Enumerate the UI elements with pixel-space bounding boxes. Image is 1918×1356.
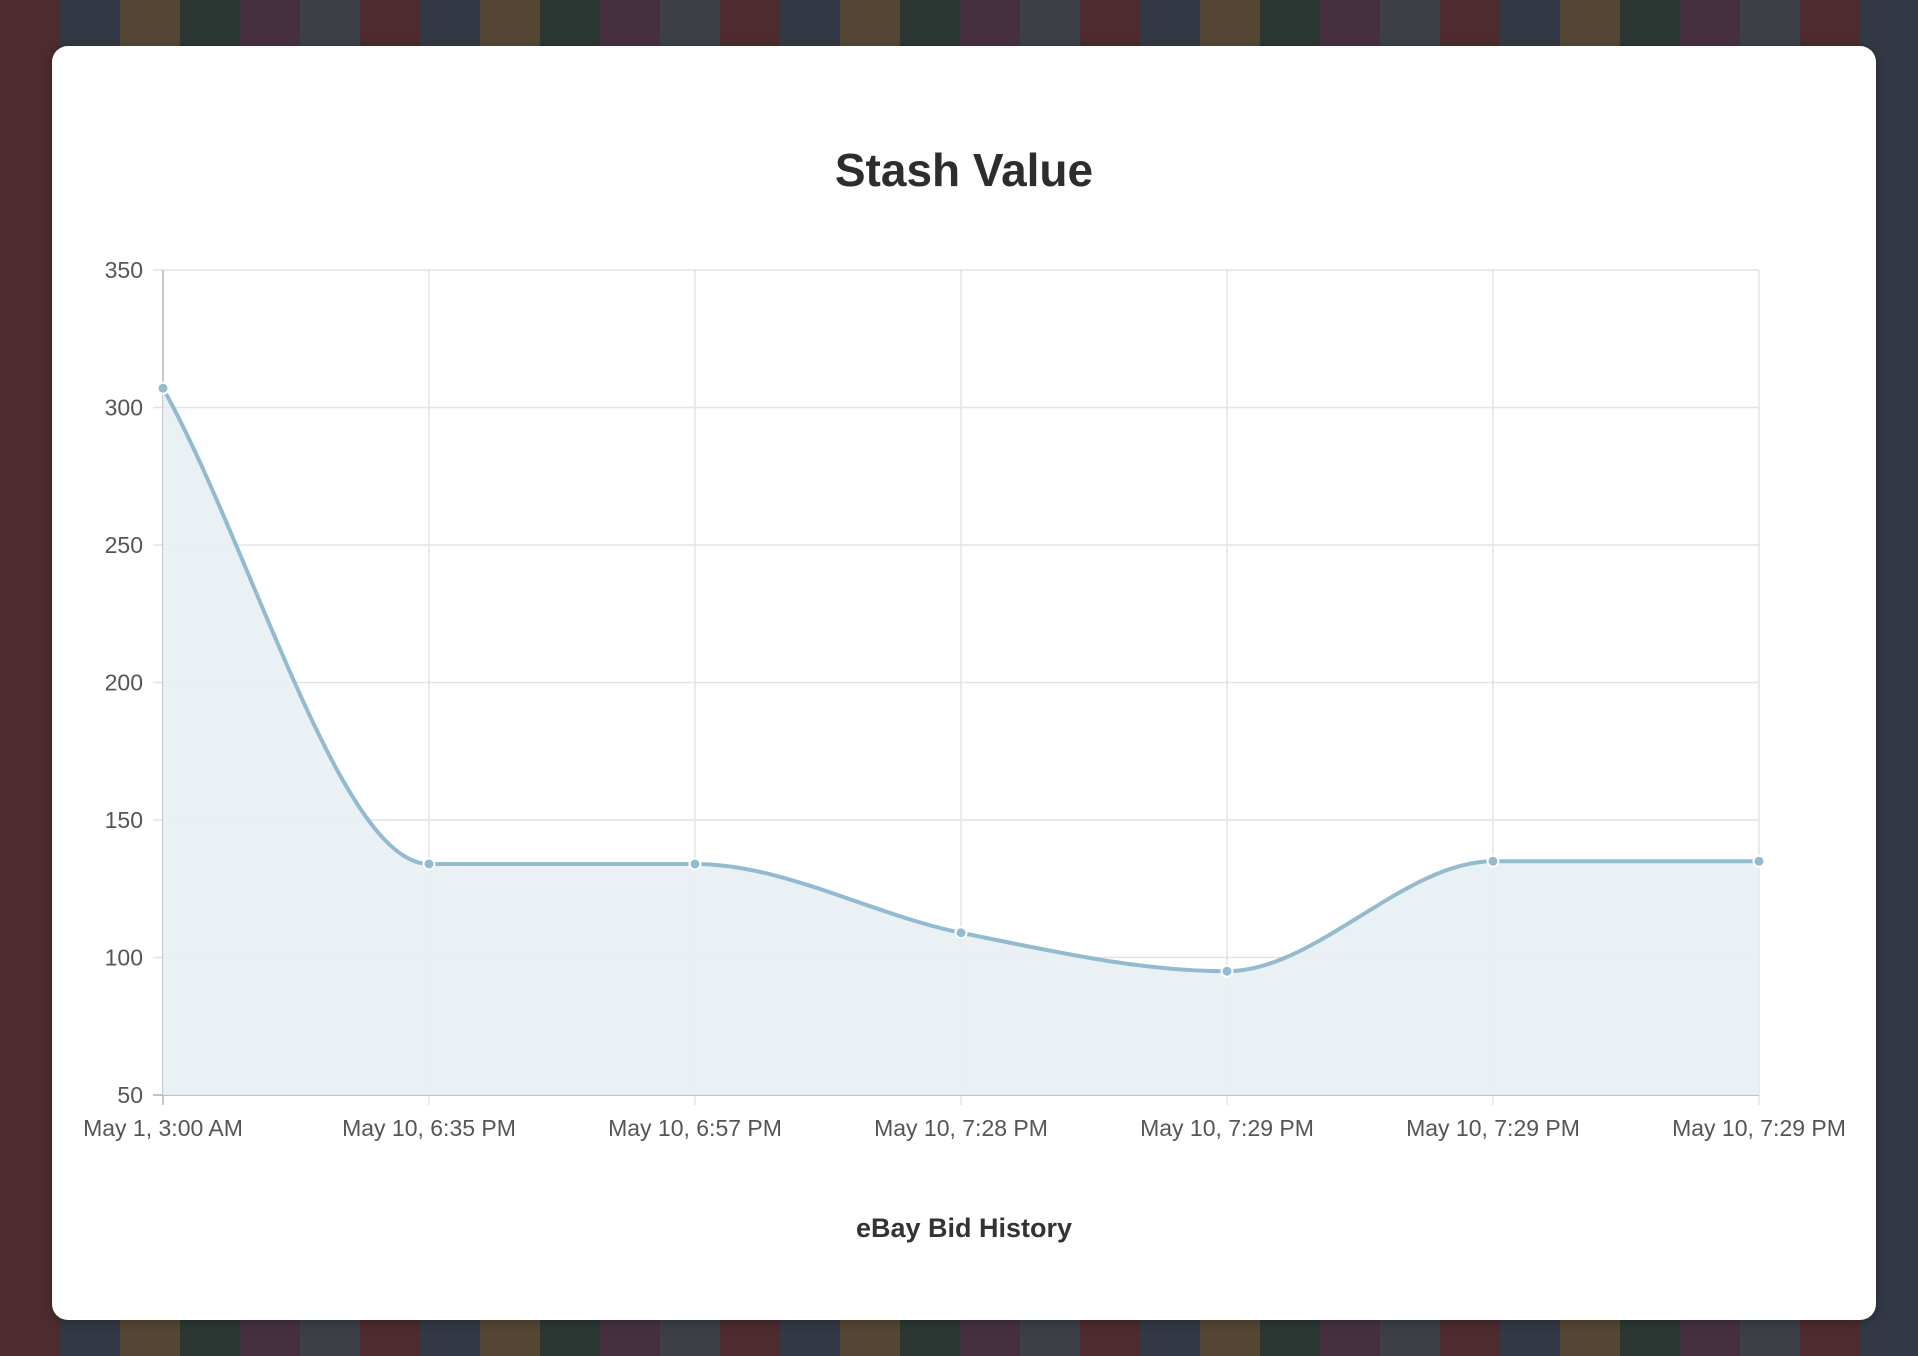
x-tick-label: May 10, 7:29 PM [1406, 1115, 1580, 1141]
y-tick-label: 200 [105, 670, 143, 696]
chart-card: Stash Value 50 100 150 200 250 300 350 May 1, … [52, 46, 1876, 1320]
series-line-layer [161, 387, 1759, 974]
x-tick-label: May 10, 7:29 PM [1140, 1115, 1314, 1141]
line-chart: Stash Value 50 100 150 200 250 300 350 May 1, … [83, 144, 1846, 1243]
data-point [422, 857, 436, 871]
data-points [156, 381, 1766, 978]
x-tick-label: May 10, 6:57 PM [608, 1115, 782, 1141]
chart-title: Stash Value [835, 144, 1093, 196]
x-tick-label: May 1, 3:00 AM [83, 1115, 243, 1141]
data-point [1486, 854, 1500, 868]
data-point [688, 857, 702, 871]
data-point [1220, 964, 1234, 978]
series-line [161, 387, 1759, 974]
data-point [954, 926, 968, 940]
x-tick-label: May 10, 6:35 PM [342, 1115, 516, 1141]
y-axis-ticks: 50 100 150 200 250 300 350 [105, 257, 143, 1108]
data-point [156, 381, 170, 395]
y-tick-label: 100 [105, 945, 143, 971]
y-tick-label: 300 [105, 395, 143, 421]
y-tick-label: 50 [117, 1082, 143, 1108]
x-tick-label: May 10, 7:28 PM [874, 1115, 1048, 1141]
y-tick-label: 250 [105, 532, 143, 558]
x-axis-label: eBay Bid History [856, 1213, 1072, 1243]
data-point [1752, 854, 1766, 868]
y-tick-label: 350 [105, 257, 143, 283]
x-axis-ticks: May 1, 3:00 AM May 10, 6:35 PM May 10, 6:5… [83, 1115, 1846, 1141]
y-tick-label: 150 [105, 807, 143, 833]
x-tick-label: May 10, 7:29 PM [1672, 1115, 1846, 1141]
